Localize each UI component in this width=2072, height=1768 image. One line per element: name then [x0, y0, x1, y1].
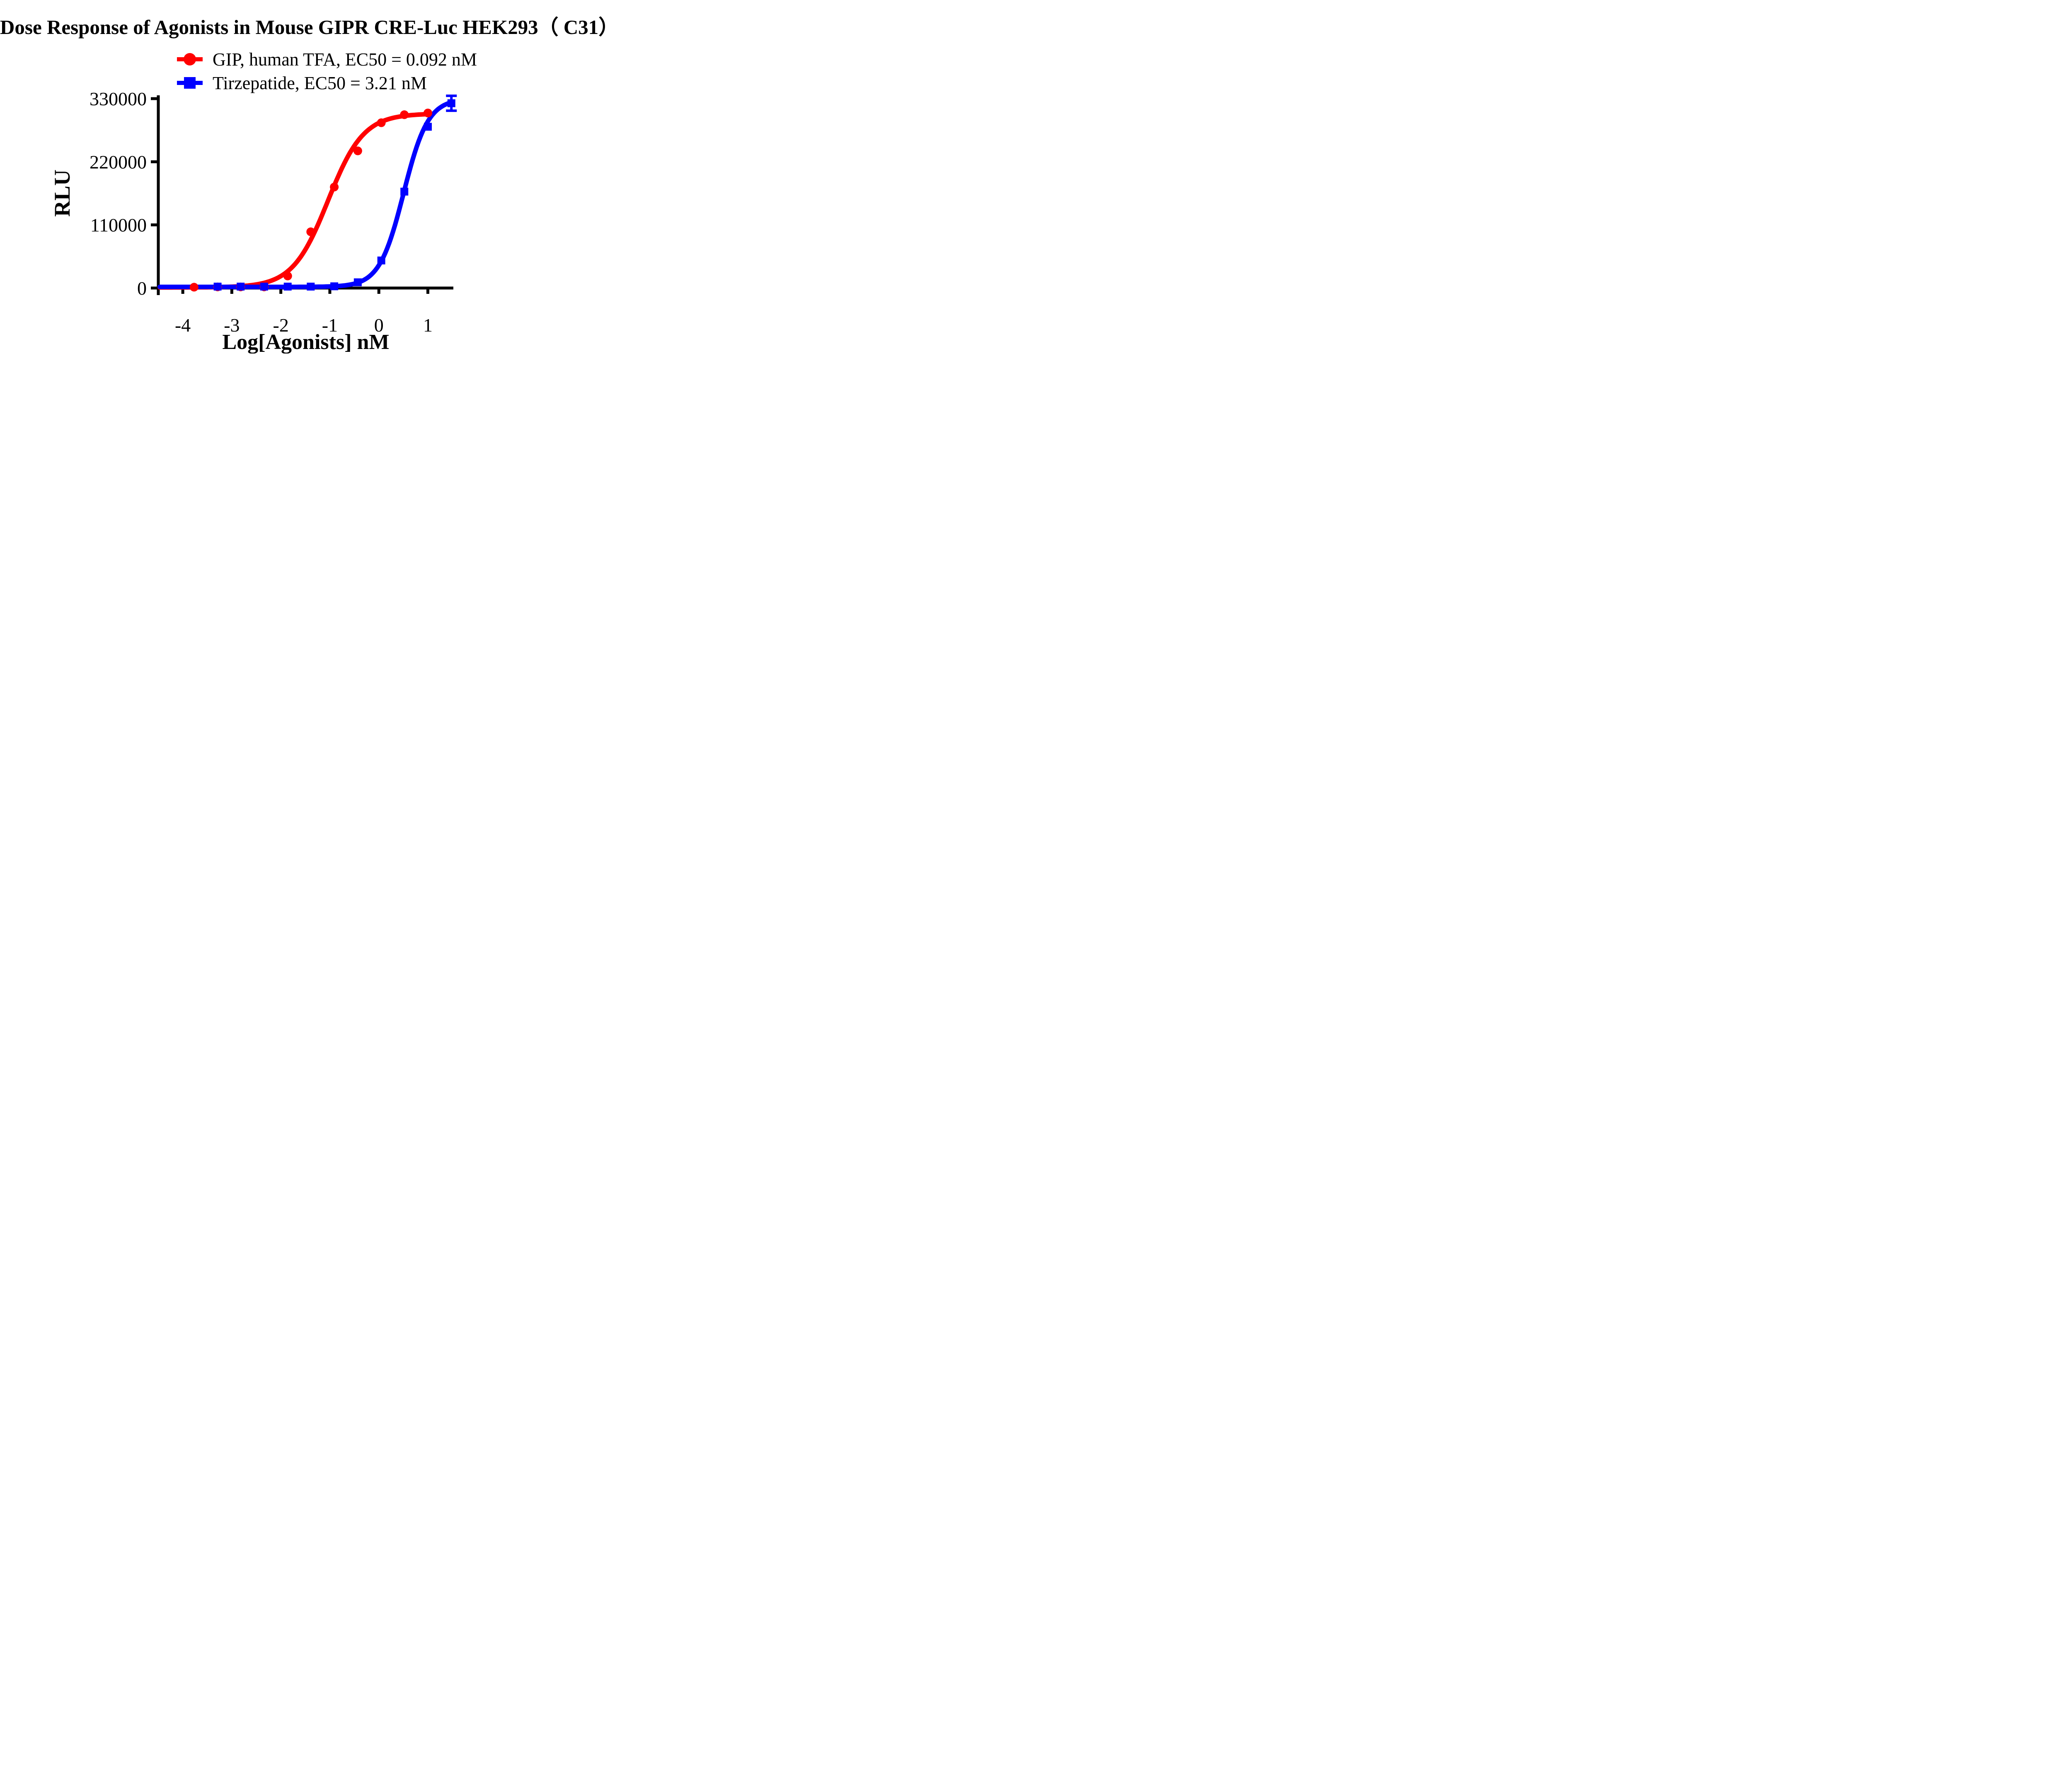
x-tick-label: -2 [273, 315, 289, 336]
legend-label-tirzepatide: Tirzepatide, EC50 = 3.21 nM [213, 73, 427, 93]
legend: GIP, human TFA, EC50 = 0.092 nM Tirzepat… [176, 49, 477, 93]
data-point-circle [283, 271, 292, 281]
blue-square-marker-icon [177, 77, 203, 89]
data-point-square [260, 283, 268, 291]
data-point-circle [330, 182, 339, 191]
data-point-square [424, 123, 432, 131]
data-point-square [213, 283, 222, 291]
fit-curve-gip [157, 112, 429, 290]
data-point-circle [353, 146, 362, 155]
fit-curve-tirzepatide [157, 100, 453, 289]
data-point-square [330, 282, 339, 291]
dose-response-chart: Dose Response of Agonists in Mouse GIPR … [0, 0, 609, 354]
legend-item-tirzepatide: Tirzepatide, EC50 = 3.21 nM [176, 73, 477, 93]
data-point-square [283, 283, 292, 291]
data-point-square [400, 187, 409, 196]
x-tick-label: 0 [374, 315, 384, 336]
data-point-circle [306, 227, 315, 236]
red-circle-marker-icon [177, 53, 203, 65]
x-axis-title: Log[Agonists] nM [222, 330, 390, 354]
data-point-square [353, 278, 362, 286]
data-point-circle [423, 109, 432, 118]
x-tick-label: -1 [322, 315, 338, 336]
y-tick-label: 220000 [90, 151, 147, 172]
data-point-circle [400, 110, 409, 119]
y-tick-label: 330000 [90, 88, 147, 109]
chart-title: Dose Response of Agonists in Mouse GIPR … [0, 16, 609, 39]
x-tick-label: 1 [423, 315, 433, 336]
data-point-square [307, 283, 315, 291]
x-tick-label: -3 [224, 315, 240, 336]
legend-marker-shape [184, 77, 196, 89]
legend-marker-shape [184, 53, 196, 65]
data-point-square [377, 257, 385, 265]
legend-label-gip: GIP, human TFA, EC50 = 0.092 nM [213, 49, 477, 70]
legend-item-gip: GIP, human TFA, EC50 = 0.092 nM [176, 49, 477, 70]
data-point-square [237, 283, 245, 291]
x-tick-label: -4 [175, 315, 191, 336]
data-point-circle [189, 283, 198, 292]
y-tick-label: 0 [137, 278, 147, 299]
data-point-square [447, 99, 455, 107]
data-point-circle [377, 118, 386, 127]
y-tick-label: 110000 [90, 215, 147, 236]
plot-area: 0 110000 220000 330000 -4 -3 -2 -1 0 1 [90, 88, 457, 336]
